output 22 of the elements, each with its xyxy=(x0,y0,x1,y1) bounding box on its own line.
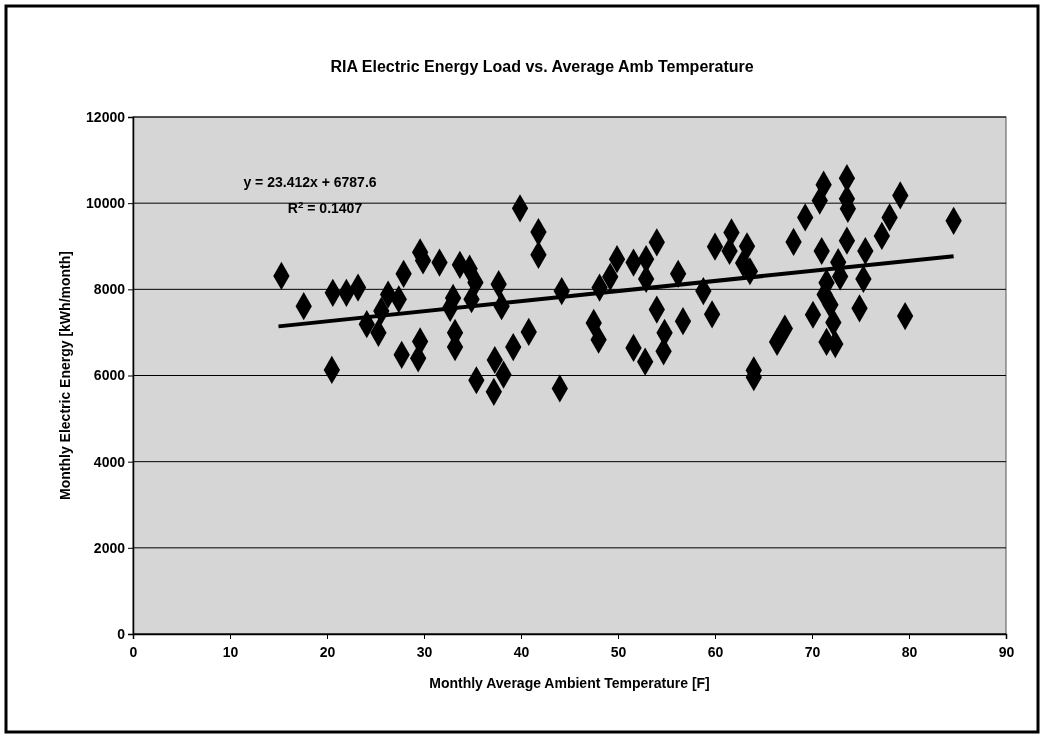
y-tick-label: 10000 xyxy=(86,195,126,212)
x-tick-label: 90 xyxy=(998,644,1015,661)
y-tick-label: 12000 xyxy=(86,108,126,125)
y-tick-label: 0 xyxy=(117,625,126,642)
x-tick-label: 80 xyxy=(901,644,918,661)
x-tick-label: 60 xyxy=(707,644,724,661)
y-tick-label: 4000 xyxy=(93,453,126,470)
y-tick-label: 2000 xyxy=(93,539,126,556)
annotation: R$^{2}$ = 0.1407 xyxy=(287,198,363,216)
x-tick-label: 30 xyxy=(416,644,433,661)
chart-title: RIA Electric Energy Load vs. Average Amb Temperature xyxy=(330,58,754,75)
annotation: y = 23.412x + 6787.6 xyxy=(243,174,377,190)
x-tick-label: 40 xyxy=(513,644,530,661)
y-tick-label: 6000 xyxy=(93,367,126,384)
y-axis-title: Monthly Electric Energy [kWh/month] xyxy=(57,251,73,500)
x-tick-label: 50 xyxy=(610,644,627,661)
x-tick-label: 20 xyxy=(319,644,336,661)
x-axis-title: Monthly Average Ambient Temperature [F] xyxy=(429,675,710,691)
x-tick-label: 0 xyxy=(129,644,138,661)
x-tick-label: 70 xyxy=(804,644,821,661)
x-tick-label: 10 xyxy=(222,644,239,661)
y-tick-label: 8000 xyxy=(93,281,126,298)
